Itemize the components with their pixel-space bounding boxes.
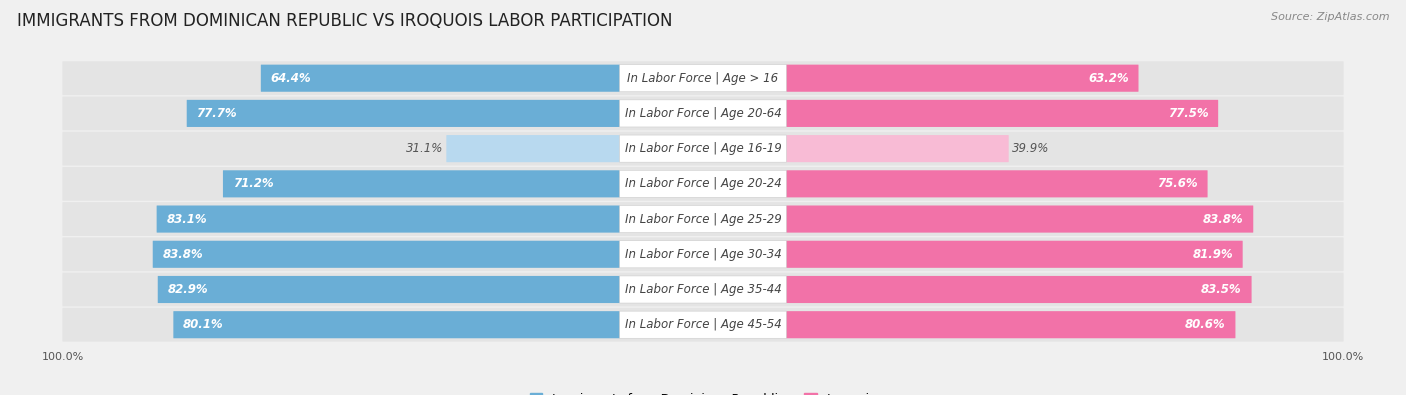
FancyBboxPatch shape [262,65,620,92]
FancyBboxPatch shape [786,170,1208,198]
Text: 31.1%: 31.1% [406,142,443,155]
FancyBboxPatch shape [786,100,1218,127]
Text: 81.9%: 81.9% [1192,248,1233,261]
Text: 83.5%: 83.5% [1201,283,1241,296]
FancyBboxPatch shape [156,205,620,233]
FancyBboxPatch shape [620,135,786,162]
Text: 80.6%: 80.6% [1185,318,1226,331]
Text: 83.8%: 83.8% [163,248,202,261]
FancyBboxPatch shape [62,273,1344,307]
FancyBboxPatch shape [62,237,1344,271]
Text: 64.4%: 64.4% [270,71,311,85]
Text: In Labor Force | Age 35-44: In Labor Force | Age 35-44 [624,283,782,296]
FancyBboxPatch shape [620,65,786,92]
Text: 80.1%: 80.1% [183,318,224,331]
Text: In Labor Force | Age 30-34: In Labor Force | Age 30-34 [624,248,782,261]
FancyBboxPatch shape [620,276,786,303]
FancyBboxPatch shape [153,241,620,268]
Text: 71.2%: 71.2% [233,177,273,190]
FancyBboxPatch shape [62,308,1344,342]
FancyBboxPatch shape [620,100,786,127]
FancyBboxPatch shape [786,65,1139,92]
FancyBboxPatch shape [157,276,620,303]
Text: 75.6%: 75.6% [1157,177,1198,190]
FancyBboxPatch shape [786,135,1008,162]
Text: 39.9%: 39.9% [1012,142,1049,155]
FancyBboxPatch shape [187,100,620,127]
Text: Source: ZipAtlas.com: Source: ZipAtlas.com [1271,12,1389,22]
FancyBboxPatch shape [62,132,1344,166]
Text: 82.9%: 82.9% [167,283,208,296]
FancyBboxPatch shape [62,96,1344,130]
FancyBboxPatch shape [620,311,786,338]
FancyBboxPatch shape [62,61,1344,95]
Text: 63.2%: 63.2% [1088,71,1129,85]
FancyBboxPatch shape [173,311,620,338]
FancyBboxPatch shape [224,170,620,198]
Text: 77.7%: 77.7% [197,107,238,120]
Text: 83.8%: 83.8% [1204,213,1243,226]
Text: 83.1%: 83.1% [166,213,207,226]
Legend: Immigrants from Dominican Republic, Iroquois: Immigrants from Dominican Republic, Iroq… [530,393,876,395]
Text: In Labor Force | Age 16-19: In Labor Force | Age 16-19 [624,142,782,155]
FancyBboxPatch shape [62,202,1344,236]
FancyBboxPatch shape [446,135,620,162]
Text: In Labor Force | Age 25-29: In Labor Force | Age 25-29 [624,213,782,226]
Text: In Labor Force | Age 20-64: In Labor Force | Age 20-64 [624,107,782,120]
Text: In Labor Force | Age 20-24: In Labor Force | Age 20-24 [624,177,782,190]
FancyBboxPatch shape [620,205,786,233]
Text: In Labor Force | Age > 16: In Labor Force | Age > 16 [627,71,779,85]
FancyBboxPatch shape [620,170,786,198]
FancyBboxPatch shape [620,241,786,268]
FancyBboxPatch shape [786,205,1253,233]
FancyBboxPatch shape [786,311,1236,338]
Text: In Labor Force | Age 45-54: In Labor Force | Age 45-54 [624,318,782,331]
Text: 77.5%: 77.5% [1168,107,1208,120]
Text: IMMIGRANTS FROM DOMINICAN REPUBLIC VS IROQUOIS LABOR PARTICIPATION: IMMIGRANTS FROM DOMINICAN REPUBLIC VS IR… [17,12,672,30]
FancyBboxPatch shape [786,276,1251,303]
FancyBboxPatch shape [786,241,1243,268]
FancyBboxPatch shape [62,167,1344,201]
